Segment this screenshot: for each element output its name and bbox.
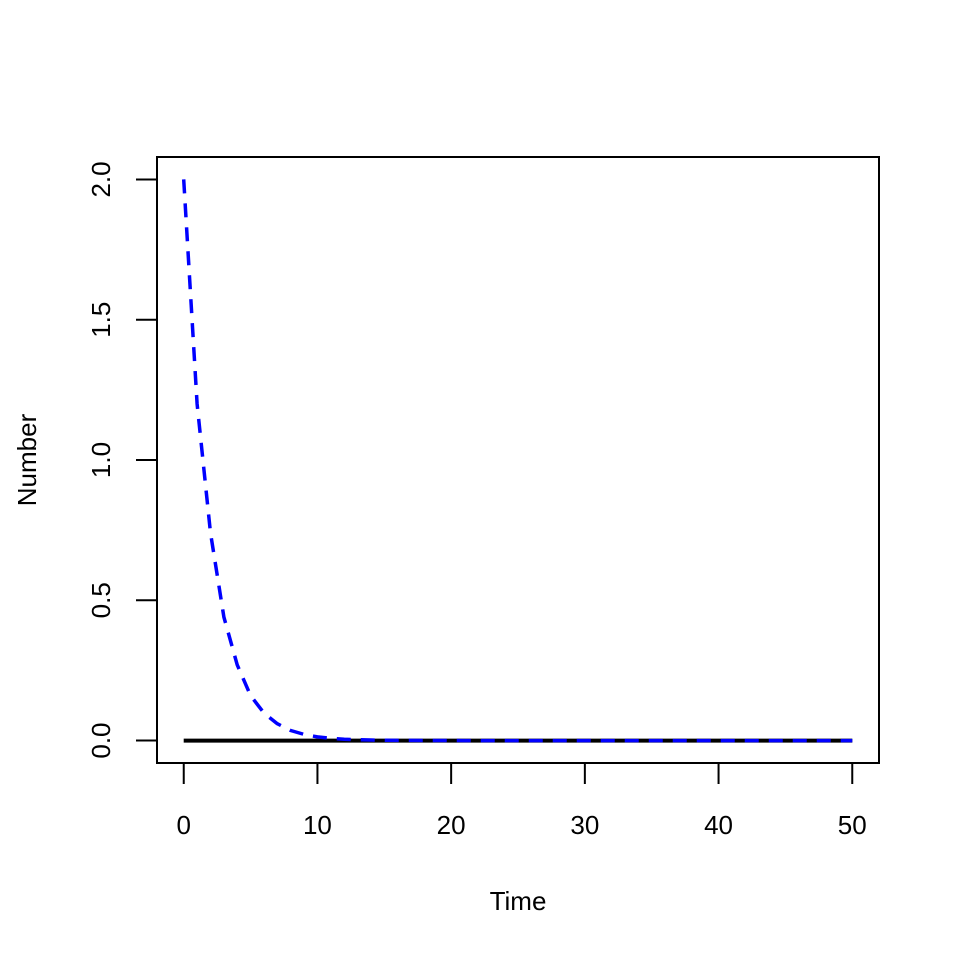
x-tick-label: 10 [303,810,332,840]
x-axis: 0 10 20 30 40 50 [177,762,867,840]
y-tick-label: 1.5 [86,302,116,338]
x-tick-label: 0 [177,810,191,840]
y-tick-label: 1.0 [86,442,116,478]
y-axis: 0.0 0.5 1.0 1.5 2.0 [86,161,158,759]
y-tick-label: 0.5 [86,582,116,618]
y-axis-title: Number [12,413,42,506]
plot-frame [156,156,880,764]
x-tick-label: 50 [838,810,867,840]
x-axis-title: Time [490,886,547,916]
x-tick-label: 40 [704,810,733,840]
y-tick-label: 2.0 [86,161,116,197]
series-layer [181,179,853,743]
x-tick-label: 20 [437,810,466,840]
series-line-dashed [181,179,853,743]
y-tick-label: 0.0 [86,722,116,758]
x-tick-label: 30 [570,810,599,840]
